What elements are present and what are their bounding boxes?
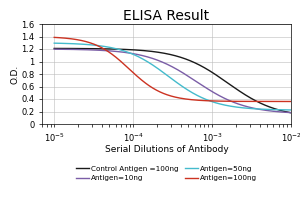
- Control Antigen =100ng: [118, 48, 122, 50]
- Legend: Control Antigen =100ng, Antigen=10ng, Antigen=50ng, Antigen=100ng: Control Antigen =100ng, Antigen=10ng, An…: [76, 166, 257, 181]
- Antigen=100ng: [52, 36, 56, 39]
- Antigen=50ng: [212, 101, 216, 103]
- Control Antigen =100ng: [117, 48, 121, 50]
- Control Antigen =100ng: [195, 63, 199, 65]
- Antigen=10ng: [212, 91, 216, 94]
- Title: ELISA Result: ELISA Result: [123, 9, 210, 23]
- Antigen=100ng: [289, 100, 293, 103]
- Antigen=10ng: [261, 109, 264, 111]
- Antigen=50ng: [140, 57, 144, 60]
- Line: Antigen=10ng: Antigen=10ng: [54, 49, 291, 113]
- Line: Control Antigen =100ng: Control Antigen =100ng: [54, 48, 291, 113]
- Antigen=10ng: [289, 111, 293, 114]
- Antigen=100ng: [117, 59, 121, 61]
- Antigen=10ng: [117, 51, 121, 53]
- Antigen=50ng: [261, 108, 264, 110]
- Antigen=50ng: [52, 42, 56, 44]
- Antigen=100ng: [195, 99, 199, 101]
- Y-axis label: O.D.: O.D.: [11, 64, 20, 84]
- Control Antigen =100ng: [289, 112, 293, 114]
- Control Antigen =100ng: [261, 103, 264, 105]
- Antigen=10ng: [118, 51, 122, 53]
- X-axis label: Serial Dilutions of Antibody: Serial Dilutions of Antibody: [105, 145, 228, 154]
- Line: Antigen=100ng: Antigen=100ng: [54, 37, 291, 101]
- Antigen=50ng: [195, 94, 199, 97]
- Antigen=50ng: [117, 48, 121, 51]
- Antigen=100ng: [140, 79, 144, 82]
- Control Antigen =100ng: [212, 72, 216, 75]
- Antigen=10ng: [140, 54, 144, 57]
- Control Antigen =100ng: [140, 49, 144, 52]
- Line: Antigen=50ng: Antigen=50ng: [54, 43, 291, 110]
- Control Antigen =100ng: [52, 47, 56, 50]
- Antigen=50ng: [118, 49, 122, 51]
- Antigen=100ng: [261, 100, 264, 103]
- Antigen=100ng: [212, 100, 216, 102]
- Antigen=100ng: [118, 60, 122, 62]
- Antigen=10ng: [52, 48, 56, 50]
- Antigen=50ng: [289, 109, 293, 111]
- Antigen=10ng: [195, 81, 199, 83]
